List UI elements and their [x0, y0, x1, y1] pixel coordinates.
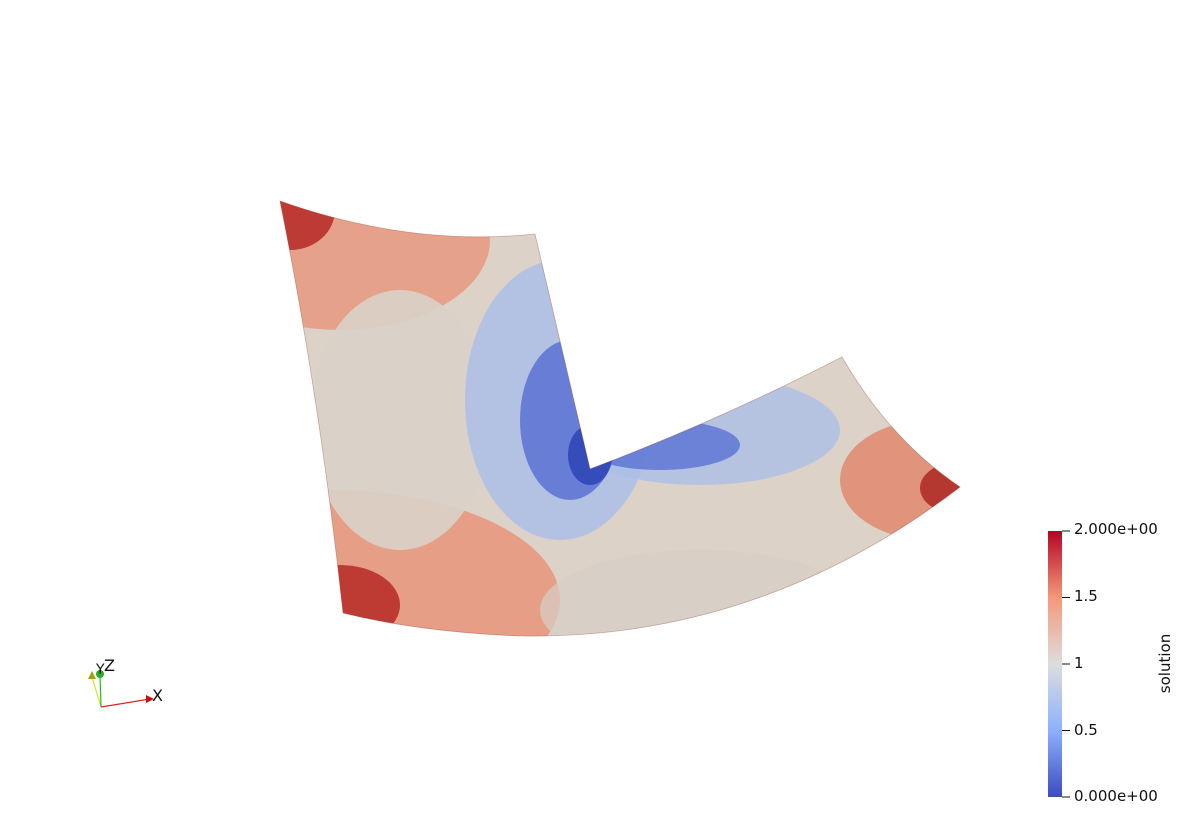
z-axis-arrow-icon — [96, 670, 104, 678]
y-axis-line — [91, 676, 102, 708]
color-bar[interactable] — [1048, 530, 1070, 798]
color-bar-max-label: 2.000e+00 — [1074, 520, 1158, 538]
color-bar-min-label: 0.000e+00 — [1074, 787, 1158, 805]
color-bar-tick-label: 1.5 — [1074, 587, 1098, 605]
orientation-axes[interactable]: X Y Z — [88, 656, 163, 708]
color-bar-ticks — [1062, 530, 1070, 798]
color-bar-tick-label: 0.5 — [1074, 721, 1098, 739]
x-axis-line — [100, 698, 151, 708]
z-axis-line — [99, 675, 102, 708]
y-axis-arrow-icon — [88, 671, 96, 679]
color-bar-gradient — [1048, 531, 1062, 797]
x-axis-label: X — [152, 686, 163, 705]
l-shaped-mesh — [279, 200, 961, 637]
color-bar-title: solution — [1156, 633, 1175, 694]
z-axis-label: Z — [104, 656, 115, 675]
y-axis-label: Y — [95, 662, 105, 678]
color-bar-tick-label: 1 — [1074, 654, 1084, 672]
x-axis-arrow-icon — [146, 695, 154, 703]
